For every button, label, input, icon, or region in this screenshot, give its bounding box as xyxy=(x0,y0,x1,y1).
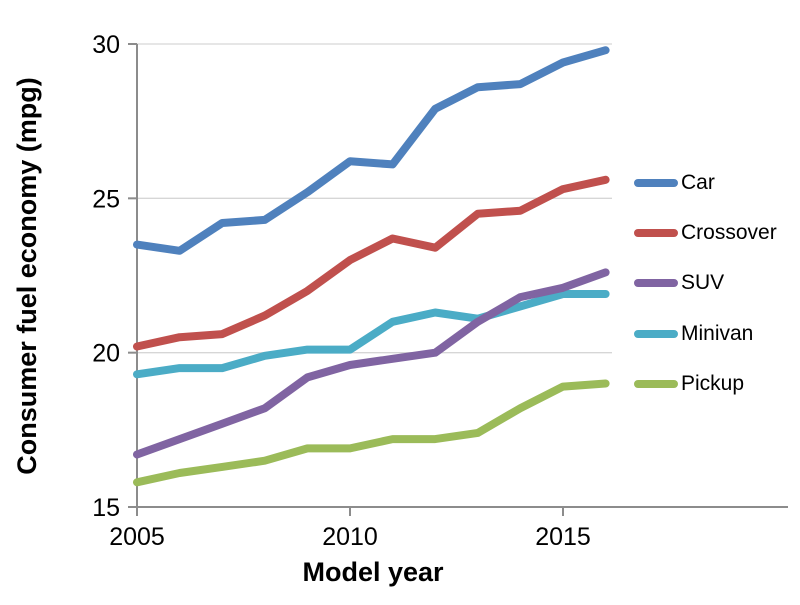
x-axis-title: Model year xyxy=(302,557,444,587)
gridlines xyxy=(137,43,612,354)
x-tick-label-2010: 2010 xyxy=(322,523,378,551)
axes xyxy=(128,43,788,516)
x-tick-label-2015: 2015 xyxy=(535,523,591,551)
series-line-minivan xyxy=(133,290,610,379)
series-line-suv xyxy=(133,268,610,459)
series-lines xyxy=(133,46,610,487)
y-tick-label-15: 15 xyxy=(92,494,120,522)
y-tick-label-25: 25 xyxy=(92,185,120,213)
y-tick-label-20: 20 xyxy=(92,340,120,368)
y-tick-label-30: 30 xyxy=(92,31,120,59)
x-tick-label-2005: 2005 xyxy=(109,523,165,551)
series-line-pickup xyxy=(133,379,610,487)
series-line-crossover xyxy=(133,175,610,351)
tick-labels: 15 20 25 30 2005 2010 2015 xyxy=(92,31,591,551)
y-axis-title: Consumer fuel economy (mpg) xyxy=(12,77,42,475)
series-line-car xyxy=(133,46,610,255)
